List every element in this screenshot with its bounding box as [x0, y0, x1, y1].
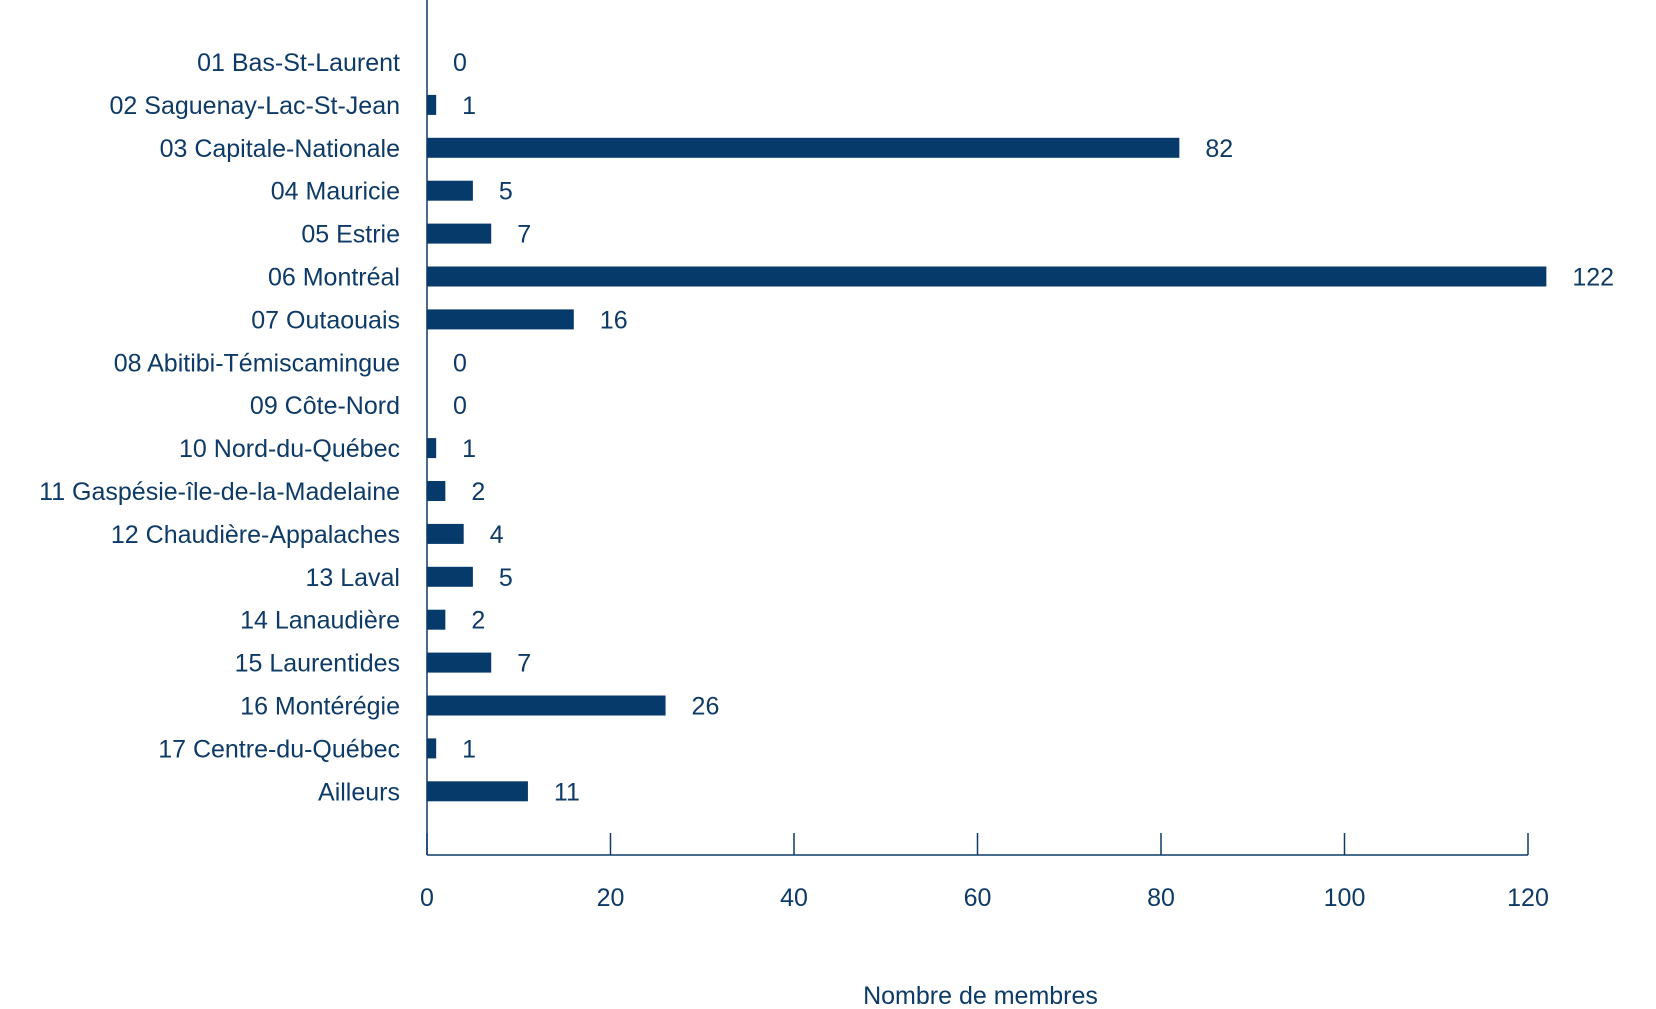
bar [427, 481, 446, 501]
value-label: 7 [517, 650, 531, 678]
category-label: 17 Centre-du-Québec [158, 735, 400, 763]
category-label: 06 Montréal [268, 264, 400, 292]
bar [427, 566, 473, 587]
bar [427, 781, 528, 802]
category-labels-group: 01 Bas-St-Laurent 02 Saguenay-Lac-St-Jean… [39, 49, 400, 806]
value-label: 0 [453, 49, 467, 77]
category-label: 12 Chaudière-Appalaches [111, 521, 400, 549]
x-axis-title: Nombre de membres [863, 982, 1098, 1009]
value-label: 2 [471, 478, 485, 506]
x-tick-label: 20 [597, 884, 625, 912]
value-label: 16 [600, 306, 628, 334]
category-label: 15 Laurentides [235, 650, 400, 678]
value-label: 0 [453, 392, 467, 420]
value-label: 1 [462, 435, 476, 463]
bar [427, 609, 446, 630]
x-tick-label: 100 [1324, 884, 1366, 912]
axes-group [426, 0, 1528, 856]
value-label: 5 [499, 178, 513, 206]
x-ticks-group: 0 20 40 60 80 100 120 [420, 833, 1549, 912]
value-label: 11 [554, 778, 580, 806]
category-label: 11 Gaspésie-île-de-la-Madelaine [39, 478, 400, 506]
bar [427, 695, 666, 716]
category-label: 07 Outaouais [251, 306, 400, 334]
category-label: 13 Laval [305, 564, 400, 592]
bar [427, 180, 473, 201]
bars-group [427, 94, 1547, 802]
category-label: 04 Mauricie [271, 178, 400, 206]
x-tick-label: 120 [1507, 884, 1549, 912]
bar [427, 438, 437, 459]
value-label: 2 [471, 607, 485, 635]
value-label: 122 [1572, 264, 1614, 292]
category-label: 14 Lanaudière [240, 607, 400, 635]
x-tick-label: 40 [780, 884, 808, 912]
value-label: 0 [453, 349, 467, 377]
category-label: 05 Estrie [301, 221, 400, 249]
category-label: 03 Capitale-Nationale [160, 135, 400, 163]
value-label: 4 [490, 521, 504, 549]
category-label: 08 Abitibi-Témiscamingue [114, 349, 400, 377]
bar [427, 223, 492, 244]
category-label: 16 Montérégie [240, 693, 400, 721]
category-label: 10 Nord-du-Québec [179, 435, 400, 463]
bar [427, 94, 437, 115]
value-label: 5 [499, 564, 513, 592]
value-label: 1 [462, 92, 476, 120]
bar [427, 137, 1180, 158]
x-tick-label: 0 [420, 884, 434, 912]
value-label: 1 [462, 735, 476, 763]
bar [427, 266, 1547, 287]
bar [427, 652, 492, 673]
bar [427, 738, 437, 759]
value-label: 7 [517, 221, 531, 249]
value-label: 26 [692, 693, 720, 721]
category-label: 01 Bas-St-Laurent [197, 49, 400, 77]
category-label: 02 Saguenay-Lac-St-Jean [110, 92, 400, 120]
category-label: Ailleurs [318, 778, 400, 806]
bar [427, 523, 464, 544]
value-label: 82 [1205, 135, 1233, 163]
x-tick-label: 60 [964, 884, 992, 912]
x-tick-label: 80 [1147, 884, 1175, 912]
bar [427, 309, 574, 330]
category-label: 09 Côte-Nord [250, 392, 400, 420]
